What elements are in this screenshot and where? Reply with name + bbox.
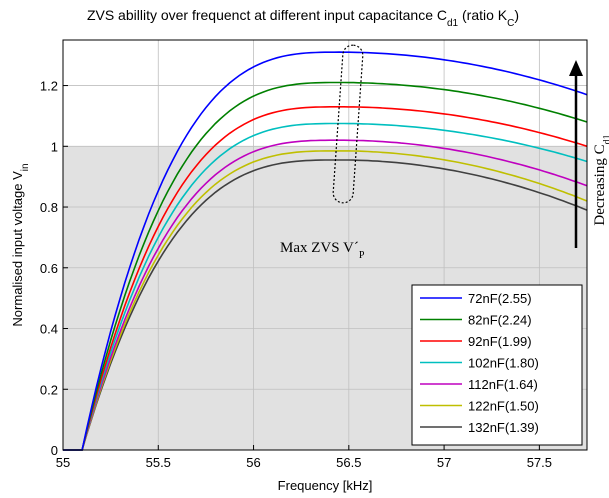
series-line [63, 150, 588, 451]
series-line [63, 106, 588, 451]
legend-label: 82nF(2.24) [468, 313, 532, 328]
series-curves [63, 51, 588, 451]
plot-frame [62, 39, 588, 451]
series-line [63, 122, 588, 451]
legend-box [411, 284, 583, 446]
x-tick-label: 56 [246, 455, 260, 470]
x-tick-label: 55 [56, 455, 70, 470]
max-zvs-marker [332, 44, 364, 204]
x-tick-label: 55.5 [146, 455, 171, 470]
legend: 72nF(2.55) 82nF(2.24) 92nF(1.99) 102nF(1.80… [420, 291, 539, 435]
y-axis-label: Normalised input voltage Vin [10, 163, 31, 326]
y-tick-label: 0 [51, 443, 58, 458]
y-tick-label: 1 [51, 139, 58, 154]
series-line [63, 51, 588, 451]
decreasing-arrow-head [569, 60, 583, 76]
legend-label: 132nF(1.39) [468, 420, 539, 435]
y-axis-ticks: 0 0.2 0.4 0.6 0.8 1 1.2 [40, 79, 68, 458]
legend-label: 122nF(1.50) [468, 399, 539, 414]
y-tick-label: 0.4 [40, 322, 58, 337]
x-axis-ticks: 55 55.5 56 56.5 57 57.5 [56, 445, 552, 470]
x-axis-label: Frequency [kHz] [278, 478, 373, 493]
series-line [63, 139, 588, 451]
decreasing-label: Decreasing Cd1 [592, 134, 609, 225]
legend-label: 72nF(2.55) [468, 291, 532, 306]
y-tick-label: 1.2 [40, 79, 58, 94]
legend-label: 102nF(1.80) [468, 356, 539, 371]
legend-label: 112nF(1.64) [468, 377, 538, 392]
x-tick-label: 57 [437, 455, 451, 470]
legend-label: 92nF(1.99) [468, 334, 532, 349]
y-tick-label: 0.8 [40, 200, 58, 215]
x-tick-label: 57.5 [527, 455, 552, 470]
max-zvs-label: Max ZVS V´P [280, 240, 365, 261]
series-line [63, 159, 588, 451]
x-tick-label: 56.5 [336, 455, 361, 470]
series-line [63, 81, 588, 451]
y-tick-label: 0.2 [40, 382, 58, 397]
chart-title: ZVS abillity over frequenct at different… [87, 7, 519, 29]
y-tick-label: 0.6 [40, 261, 58, 276]
